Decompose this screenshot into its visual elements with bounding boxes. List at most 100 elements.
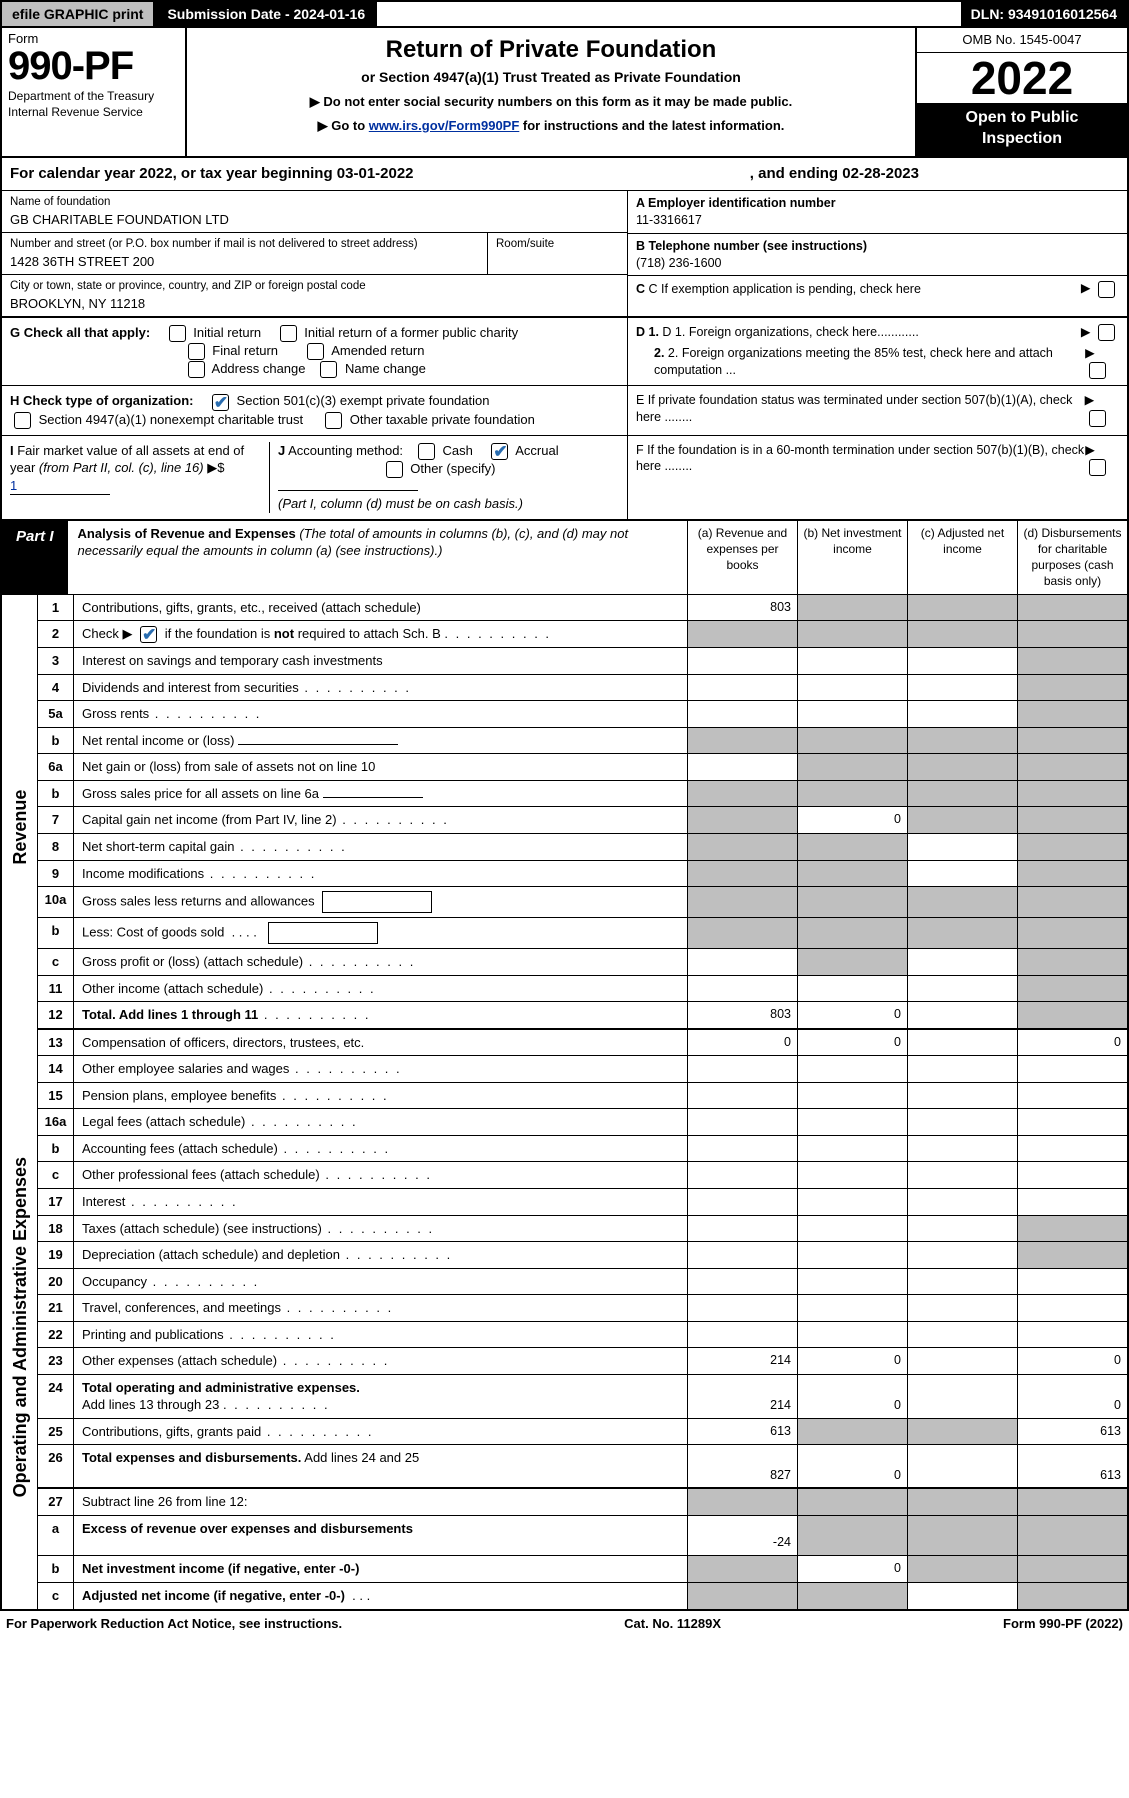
room-suite-label: Room/suite [487,233,627,274]
revenue-side-label: Revenue [7,789,31,864]
desc-16c: Other professional fees (attach schedule… [74,1162,687,1188]
r20-d [1017,1269,1127,1295]
name-label: Name of foundation [10,195,619,211]
row-23: 23 Other expenses (attach schedule) 214 … [38,1348,1127,1375]
r24-b: 0 [797,1375,907,1418]
desc-27c: Adjusted net income (if negative, enter … [74,1583,687,1609]
desc-10a: Gross sales less returns and allowances [74,887,687,917]
rn-16a: 16a [38,1109,74,1135]
d14: Other employee salaries and wages [82,1061,289,1076]
d2-text: 2. Foreign organizations meeting the 85%… [654,346,1053,377]
r16c-b [797,1162,907,1188]
d15: Pension plans, employee benefits [82,1088,276,1103]
j-cash: Cash [443,443,473,458]
r25-a: 613 [687,1419,797,1445]
d27b: Net investment income (if negative, ente… [82,1561,359,1576]
r18-c [907,1216,1017,1242]
r4-c [907,675,1017,701]
department-label: Department of the Treasury Internal Reve… [8,88,179,120]
r11-a [687,976,797,1002]
schb-checkbox[interactable] [140,626,157,643]
i-j-f-row: I Fair market value of all assets at end… [0,436,1129,521]
h-4947-checkbox[interactable] [14,412,31,429]
d27c: Adjusted net income (if negative, enter … [82,1588,345,1603]
row-27c: c Adjusted net income (if negative, ente… [38,1583,1127,1609]
efile-print-button[interactable]: efile GRAPHIC print [2,2,155,26]
r6a-d [1017,754,1127,780]
r10c-c [907,949,1017,975]
r16a-a [687,1109,797,1135]
h-o2: Section 4947(a)(1) nonexempt charitable … [39,412,303,427]
c-pending-checkbox[interactable] [1098,281,1115,298]
r10a-b [797,887,907,917]
r1-c [907,595,1017,621]
r19-b [797,1242,907,1268]
r1-a: 803 [687,595,797,621]
r5b-c [907,728,1017,754]
r23-d: 0 [1017,1348,1127,1374]
irs-link[interactable]: www.irs.gov/Form990PF [369,118,520,133]
rn-18: 18 [38,1216,74,1242]
r6a-a [687,754,797,780]
row-19: 19 Depreciation (attach schedule) and de… [38,1242,1127,1269]
g-amended-checkbox[interactable] [307,343,324,360]
f-checkbox[interactable] [1089,459,1106,476]
row-22: 22 Printing and publications [38,1322,1127,1349]
r27-b [797,1489,907,1515]
r27a-d [1017,1516,1127,1555]
j-other-checkbox[interactable] [386,461,403,478]
e-checkbox[interactable] [1089,410,1106,427]
d25: Contributions, gifts, grants paid [82,1424,261,1439]
d12: Total. Add lines 1 through 11 [82,1007,258,1022]
r2-b [797,621,907,647]
topbar-spacer [377,2,961,26]
row-27b: b Net investment income (if negative, en… [38,1556,1127,1583]
d6b: Gross sales price for all assets on line… [82,786,319,801]
d2-checkbox[interactable] [1089,362,1106,379]
addr-label: Number and street (or P.O. box number if… [10,237,479,253]
r6a-c [907,754,1017,780]
r6b-d [1017,781,1127,807]
r20-c [907,1269,1017,1295]
r6b-b [797,781,907,807]
r3-b [797,648,907,674]
h-501c3-checkbox[interactable] [212,394,229,411]
row-6b: b Gross sales price for all assets on li… [38,781,1127,808]
row-7: 7 Capital gain net income (from Part IV,… [38,807,1127,834]
g-initial-return-checkbox[interactable] [169,325,186,342]
r17-d [1017,1189,1127,1215]
r10a-c [907,887,1017,917]
j-cash-checkbox[interactable] [418,443,435,460]
d1-checkbox[interactable] [1098,324,1115,341]
r5b-b [797,728,907,754]
desc-23: Other expenses (attach schedule) [74,1348,687,1374]
d4: Dividends and interest from securities [82,680,299,695]
rn-1: 1 [38,595,74,621]
g-initial-public-checkbox[interactable] [280,325,297,342]
g-address-change-checkbox[interactable] [188,361,205,378]
e-label: E If private foundation status was termi… [636,392,1085,426]
omb-number: OMB No. 1545-0047 [917,28,1127,53]
g-name-change-checkbox[interactable] [320,361,337,378]
d10a: Gross sales less returns and allowances [82,894,315,909]
ein-value: 11-3316617 [636,212,1119,229]
g-final-return-checkbox[interactable] [188,343,205,360]
rn-26: 26 [38,1445,74,1487]
r18-a [687,1216,797,1242]
j-lead: J [278,443,285,458]
row-11: 11 Other income (attach schedule) [38,976,1127,1003]
row-16c: c Other professional fees (attach schedu… [38,1162,1127,1189]
r15-d [1017,1083,1127,1109]
part1-label: Part I [2,521,68,594]
r15-b [797,1083,907,1109]
r1-d [1017,595,1127,621]
row-2: 2 Check ▶ if the foundation is not requi… [38,621,1127,648]
h-other-checkbox[interactable] [325,412,342,429]
r17-b [797,1189,907,1215]
j-accrual-checkbox[interactable] [491,443,508,460]
desc-18: Taxes (attach schedule) (see instruction… [74,1216,687,1242]
fmv-value: 1 [10,477,110,496]
r6b-a [687,781,797,807]
row-25: 25 Contributions, gifts, grants paid 613… [38,1419,1127,1446]
r21-a [687,1295,797,1321]
